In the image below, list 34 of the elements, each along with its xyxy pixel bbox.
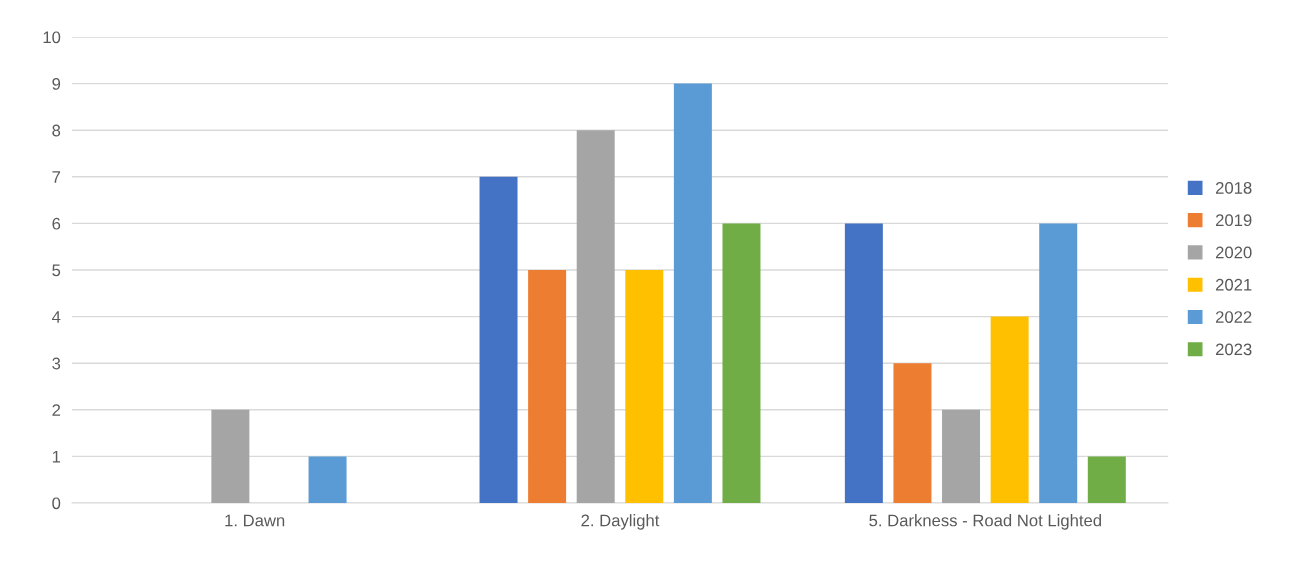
y-tick-label: 4: [52, 311, 61, 323]
y-tick-label: 9: [52, 78, 61, 90]
bar: [528, 270, 567, 503]
legend-label: 2022: [1215, 311, 1252, 323]
bar: [722, 223, 761, 503]
x-tick-label: 2. Daylight: [581, 514, 660, 530]
y-tick-label: 7: [52, 171, 61, 183]
bar: [844, 223, 883, 503]
bar: [308, 456, 347, 503]
x-tick-label: 1. Dawn: [225, 514, 285, 527]
bar: [211, 409, 250, 503]
x-tick-label: 5. Darkness - Road Not Lighted: [869, 514, 1101, 530]
bar: [625, 270, 664, 503]
bar: [673, 83, 712, 503]
y-tick-label: 2: [52, 404, 61, 416]
y-tick-label: 0: [52, 497, 61, 510]
legend-label: 2021: [1215, 278, 1252, 291]
y-tick-label: 3: [52, 357, 61, 370]
legend-label: 2020: [1215, 246, 1252, 259]
y-tick-label: 10: [43, 31, 61, 44]
legend-label: 2018: [1215, 181, 1252, 194]
y-tick-label: 6: [52, 217, 61, 230]
bar: [1087, 456, 1126, 503]
legend-label: 2019: [1215, 214, 1252, 227]
y-tick-label: 8: [52, 124, 61, 137]
bar: [942, 409, 981, 503]
bar: [893, 363, 932, 503]
bar: [990, 316, 1029, 503]
y-tick-label: 5: [52, 264, 61, 277]
bar: [576, 130, 615, 503]
y-tick-label: 1: [52, 450, 61, 463]
bar: [1039, 223, 1078, 503]
bar: [479, 176, 518, 503]
legend-label: 2023: [1215, 343, 1252, 356]
